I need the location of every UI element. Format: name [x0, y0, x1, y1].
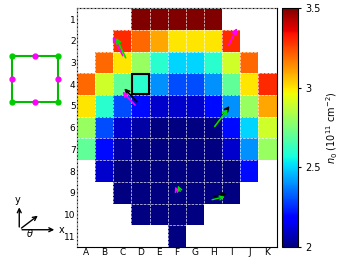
Text: $\theta$: $\theta$ — [26, 227, 34, 239]
Bar — [222, 138, 240, 160]
Bar — [168, 73, 186, 95]
Bar — [149, 73, 168, 95]
Bar — [222, 30, 240, 52]
Bar — [168, 204, 186, 225]
Bar — [222, 52, 240, 73]
Bar — [149, 138, 168, 160]
Bar — [204, 95, 222, 117]
Bar — [77, 138, 95, 160]
Bar — [204, 8, 222, 30]
Bar — [204, 73, 222, 95]
Bar — [149, 52, 168, 73]
Bar — [113, 117, 131, 138]
Bar — [240, 117, 258, 138]
Bar — [131, 138, 149, 160]
Bar — [113, 52, 131, 73]
Bar — [77, 73, 95, 95]
Bar — [204, 117, 222, 138]
Bar — [168, 182, 186, 204]
Bar — [168, 225, 186, 247]
Bar — [258, 138, 276, 160]
Bar — [131, 182, 149, 204]
Bar — [95, 160, 113, 182]
Bar — [131, 117, 149, 138]
Bar — [149, 30, 168, 52]
Bar — [240, 73, 258, 95]
Bar — [240, 160, 258, 182]
Bar — [204, 160, 222, 182]
Bar — [168, 95, 186, 117]
Bar — [222, 160, 240, 182]
Bar — [149, 204, 168, 225]
Bar — [168, 8, 186, 30]
Bar — [240, 138, 258, 160]
Bar — [186, 138, 204, 160]
Bar — [258, 117, 276, 138]
Bar — [240, 95, 258, 117]
Bar — [131, 8, 149, 30]
Bar — [149, 117, 168, 138]
Bar — [204, 30, 222, 52]
Bar — [222, 182, 240, 204]
Bar — [204, 138, 222, 160]
Bar — [113, 182, 131, 204]
Bar — [258, 73, 276, 95]
Bar — [149, 8, 168, 30]
Bar — [149, 160, 168, 182]
Bar — [168, 117, 186, 138]
Bar — [240, 52, 258, 73]
Bar — [149, 95, 168, 117]
Bar — [113, 138, 131, 160]
Bar — [131, 30, 149, 52]
Bar — [131, 52, 149, 73]
Bar — [113, 160, 131, 182]
Bar — [95, 117, 113, 138]
Bar — [186, 52, 204, 73]
Bar — [186, 117, 204, 138]
Bar — [168, 30, 186, 52]
Bar — [186, 30, 204, 52]
Bar — [186, 160, 204, 182]
Bar — [149, 182, 168, 204]
Bar — [95, 95, 113, 117]
Bar — [258, 95, 276, 117]
Bar — [95, 138, 113, 160]
Text: y: y — [14, 195, 20, 205]
Text: x: x — [58, 225, 64, 235]
Bar — [186, 73, 204, 95]
Bar — [222, 73, 240, 95]
Bar — [131, 204, 149, 225]
Bar — [222, 95, 240, 117]
Bar — [12, 56, 58, 102]
Bar — [186, 8, 204, 30]
Bar — [95, 52, 113, 73]
Bar — [168, 160, 186, 182]
Bar — [131, 73, 149, 95]
Bar — [77, 117, 95, 138]
Bar — [131, 95, 149, 117]
Bar — [77, 95, 95, 117]
Bar — [186, 182, 204, 204]
Bar — [95, 73, 113, 95]
Bar — [113, 73, 131, 95]
Bar — [113, 95, 131, 117]
Y-axis label: $n_0$ (10$^{11}$ cm$^{-2}$): $n_0$ (10$^{11}$ cm$^{-2}$) — [325, 91, 340, 164]
Bar — [113, 30, 131, 52]
Bar — [186, 95, 204, 117]
Bar — [186, 204, 204, 225]
Bar — [204, 182, 222, 204]
Bar — [204, 52, 222, 73]
Bar — [222, 117, 240, 138]
Bar — [168, 138, 186, 160]
Bar — [168, 52, 186, 73]
Bar — [132, 75, 149, 94]
Bar — [131, 160, 149, 182]
